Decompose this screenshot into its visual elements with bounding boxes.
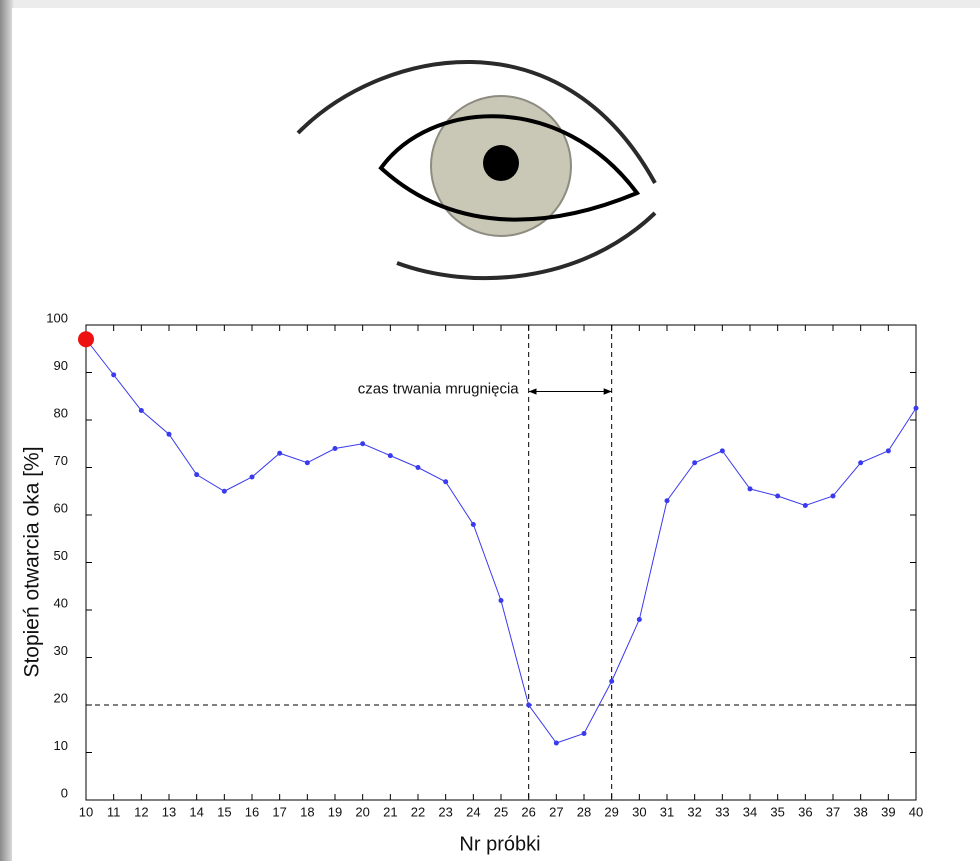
x-tick-label: 27 bbox=[549, 804, 563, 819]
data-point bbox=[333, 446, 338, 451]
x-tick-label: 30 bbox=[632, 804, 646, 819]
data-point bbox=[526, 703, 531, 708]
x-tick-label: 31 bbox=[660, 804, 674, 819]
data-point bbox=[803, 503, 808, 508]
x-tick-label: 16 bbox=[245, 804, 259, 819]
data-point bbox=[582, 731, 587, 736]
data-point bbox=[775, 494, 780, 499]
x-tick-label: 12 bbox=[134, 804, 148, 819]
eye-illustration bbox=[298, 62, 655, 278]
data-point bbox=[886, 448, 891, 453]
data-point bbox=[250, 475, 255, 480]
data-point bbox=[305, 460, 310, 465]
data-point bbox=[167, 432, 172, 437]
x-axis-label: Nr próbki bbox=[459, 833, 540, 855]
data-point bbox=[388, 453, 393, 458]
data-point bbox=[471, 522, 476, 527]
x-tick-label: 20 bbox=[355, 804, 369, 819]
x-tick-label: 10 bbox=[79, 804, 93, 819]
x-tick-label: 29 bbox=[604, 804, 618, 819]
data-point bbox=[222, 489, 227, 494]
x-tick-label: 36 bbox=[798, 804, 812, 819]
y-tick-label: 90 bbox=[54, 358, 68, 373]
x-tick-label: 14 bbox=[189, 804, 203, 819]
x-tick-label: 23 bbox=[438, 804, 452, 819]
y-axis-label: Stopień otwarcia oka [%] bbox=[21, 446, 44, 677]
highlight-point bbox=[78, 331, 94, 347]
x-tick-label: 19 bbox=[328, 804, 342, 819]
x-tick-label: 33 bbox=[715, 804, 729, 819]
data-point bbox=[637, 617, 642, 622]
x-tick-label: 34 bbox=[743, 804, 757, 819]
y-tick-label: 50 bbox=[54, 548, 68, 563]
data-point bbox=[443, 479, 448, 484]
x-tick-label: 32 bbox=[687, 804, 701, 819]
x-tick-label: 13 bbox=[162, 804, 176, 819]
data-point bbox=[139, 408, 144, 413]
x-tick-label: 28 bbox=[577, 804, 591, 819]
y-tick-label: 0 bbox=[61, 785, 68, 800]
y-tick-label: 30 bbox=[54, 643, 68, 658]
data-point bbox=[194, 472, 199, 477]
data-point bbox=[499, 598, 504, 603]
x-tick-label: 38 bbox=[853, 804, 867, 819]
data-line bbox=[86, 339, 916, 743]
data-point bbox=[858, 460, 863, 465]
data-point bbox=[360, 441, 365, 446]
data-point bbox=[277, 451, 282, 456]
x-tick-label: 22 bbox=[411, 804, 425, 819]
x-tick-label: 40 bbox=[909, 804, 923, 819]
data-point bbox=[416, 465, 421, 470]
x-tick-label: 21 bbox=[383, 804, 397, 819]
page: {"chart_data": {"type": "line", "x_label… bbox=[0, 0, 980, 861]
x-tick-label: 18 bbox=[300, 804, 314, 819]
data-point bbox=[720, 448, 725, 453]
x-tick-label: 37 bbox=[826, 804, 840, 819]
y-tick-label: 40 bbox=[54, 595, 68, 610]
y-tick-label: 80 bbox=[54, 405, 68, 420]
data-point bbox=[111, 372, 116, 377]
annotation-text: czas trwania mrugnięcia bbox=[358, 380, 520, 397]
pupil bbox=[483, 145, 519, 181]
x-tick-label: 24 bbox=[466, 804, 480, 819]
chart: Nr próbki Stopień otwarcia oka [%] 10 11 1… bbox=[0, 0, 980, 861]
x-tick-label: 26 bbox=[521, 804, 535, 819]
data-point bbox=[748, 486, 753, 491]
y-tick-label: 70 bbox=[54, 453, 68, 468]
data-point bbox=[831, 494, 836, 499]
data-point bbox=[609, 679, 614, 684]
y-tick-label: 60 bbox=[54, 500, 68, 515]
x-tick-label: 17 bbox=[272, 804, 286, 819]
x-tick-label: 39 bbox=[881, 804, 895, 819]
data-point bbox=[692, 460, 697, 465]
x-tick-label: 25 bbox=[494, 804, 508, 819]
x-tick-label: 11 bbox=[107, 804, 121, 819]
data-point bbox=[554, 741, 559, 746]
y-tick-label: 20 bbox=[54, 690, 68, 705]
x-tick-label: 35 bbox=[770, 804, 784, 819]
data-point bbox=[665, 498, 670, 503]
data-point bbox=[914, 406, 919, 411]
x-tick-label: 15 bbox=[217, 804, 231, 819]
y-tick-label: 100 bbox=[46, 310, 68, 325]
y-tick-label: 10 bbox=[54, 738, 68, 753]
